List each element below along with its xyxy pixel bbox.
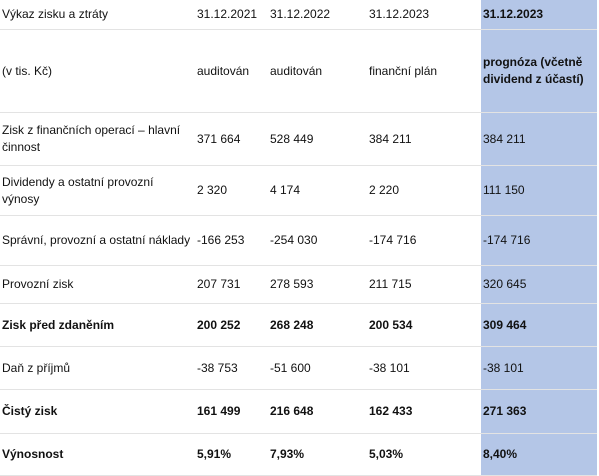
row-label: Čistý zisk <box>0 389 195 434</box>
cell: 200 534 <box>367 303 481 347</box>
cell: 162 433 <box>367 389 481 434</box>
cell: 31.12.2023 <box>481 0 597 30</box>
cell: -174 716 <box>481 215 597 266</box>
cell: 528 449 <box>268 112 367 166</box>
cell: 320 645 <box>481 265 597 304</box>
cell: 5,03% <box>367 433 481 476</box>
cell: -38 101 <box>481 346 597 390</box>
table-row: Čistý zisk 161 499 216 648 162 433 271 363 <box>0 389 597 434</box>
cell: 268 248 <box>268 303 367 347</box>
cell: 216 648 <box>268 389 367 434</box>
row-label: Daň z příjmů <box>0 346 195 390</box>
cell: -254 030 <box>268 215 367 266</box>
cell: 31.12.2022 <box>268 0 367 30</box>
cell: 278 593 <box>268 265 367 304</box>
table-row: Výnosnost 5,91% 7,93% 5,03% 8,40% <box>0 433 597 476</box>
cell: -51 600 <box>268 346 367 390</box>
cell: 2 220 <box>367 165 481 216</box>
cell: 271 363 <box>481 389 597 434</box>
cell: 5,91% <box>195 433 268 476</box>
cell: 384 211 <box>481 112 597 166</box>
row-label: Výkaz zisku a ztráty <box>0 0 195 30</box>
cell: 161 499 <box>195 389 268 434</box>
row-label: Výnosnost <box>0 433 195 476</box>
table-row: Daň z příjmů -38 753 -51 600 -38 101 -38 101 <box>0 346 597 390</box>
row-label: Zisk před zdaněním <box>0 303 195 347</box>
table-row: Dividendy a ostatní provozní výnosy 2 320… <box>0 165 597 216</box>
cell: 111 150 <box>481 165 597 216</box>
cell: 31.12.2021 <box>195 0 268 30</box>
cell: -166 253 <box>195 215 268 266</box>
table-row: Správní, provozní a ostatní náklady -166 … <box>0 215 597 266</box>
cell: 207 731 <box>195 265 268 304</box>
row-label: Dividendy a ostatní provozní výnosy <box>0 165 195 216</box>
table-row: Zisk z finančních operací – hlavní činno… <box>0 112 597 166</box>
cell: 7,93% <box>268 433 367 476</box>
cell: auditován <box>268 29 367 113</box>
table-row: Zisk před zdaněním 200 252 268 248 200 534 3… <box>0 303 597 347</box>
cell: 4 174 <box>268 165 367 216</box>
cell: 211 715 <box>367 265 481 304</box>
row-label: Správní, provozní a ostatní náklady <box>0 215 195 266</box>
cell: -38 101 <box>367 346 481 390</box>
table-row: Provozní zisk 207 731 278 593 211 715 320 64… <box>0 265 597 304</box>
cell: finanční plán <box>367 29 481 113</box>
cell: 309 464 <box>481 303 597 347</box>
row-label: Zisk z finančních operací – hlavní činno… <box>0 112 195 166</box>
row-label: Provozní zisk <box>0 265 195 304</box>
header-row: Výkaz zisku a ztráty 31.12.2021 31.12.2022… <box>0 0 597 30</box>
cell: 8,40% <box>481 433 597 476</box>
cell: -38 753 <box>195 346 268 390</box>
cell: 200 252 <box>195 303 268 347</box>
cell: auditován <box>195 29 268 113</box>
cell: 384 211 <box>367 112 481 166</box>
cell: 31.12.2023 <box>367 0 481 30</box>
cell: 371 664 <box>195 112 268 166</box>
table-row: (v tis. Kč) auditován auditován finanční pl… <box>0 29 597 113</box>
cell: -174 716 <box>367 215 481 266</box>
cell: prognóza (včetně dividend z účastí) <box>481 29 597 113</box>
cell: 2 320 <box>195 165 268 216</box>
row-label: (v tis. Kč) <box>0 29 195 113</box>
